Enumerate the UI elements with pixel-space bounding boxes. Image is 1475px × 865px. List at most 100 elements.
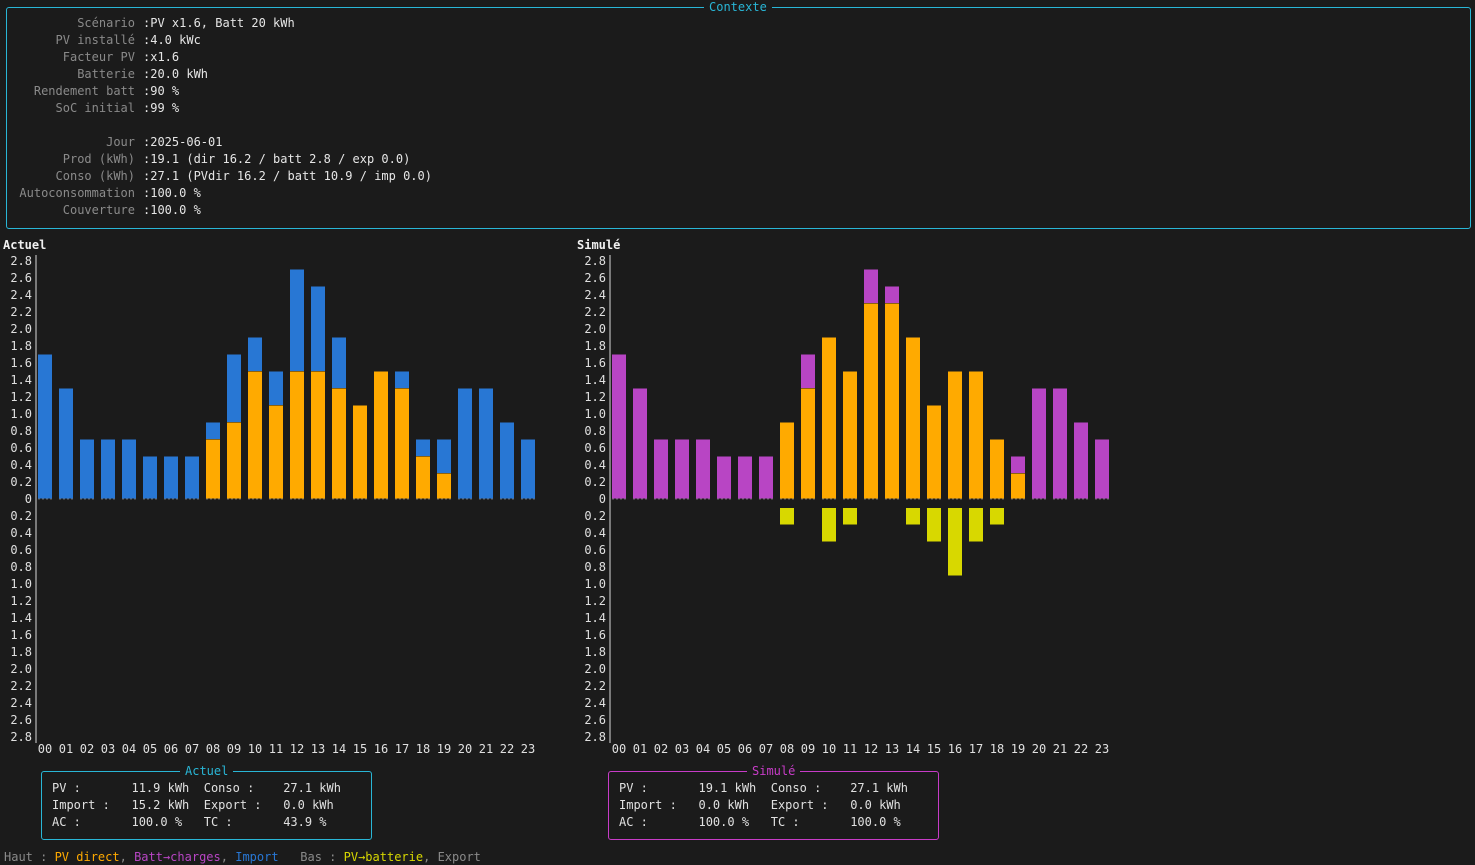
y-tick-label: 1.0 bbox=[10, 577, 32, 591]
bar-import bbox=[479, 388, 493, 499]
y-tick-label: 2.4 bbox=[584, 696, 606, 710]
y-tick-label: 0.8 bbox=[10, 424, 32, 438]
y-tick-label: 2.2 bbox=[584, 305, 606, 319]
context-value: :20.0 kWh bbox=[143, 67, 209, 81]
y-tick-label: 2.6 bbox=[584, 713, 606, 727]
summary-simule-line2: Import : 0.0 kWh Export : 0.0 kWh bbox=[619, 798, 901, 812]
bar-pv-direct bbox=[801, 388, 815, 499]
x-tick-label: 20 bbox=[1032, 742, 1046, 756]
x-tick-label: 11 bbox=[843, 742, 857, 756]
bar-pv-batterie bbox=[843, 508, 857, 525]
x-tick-label: 00 bbox=[38, 742, 52, 756]
y-tick-label: 1.4 bbox=[584, 373, 606, 387]
bar-import bbox=[416, 439, 430, 456]
context-label: Facteur PV bbox=[62, 50, 135, 64]
bar-batt-charges bbox=[1011, 456, 1025, 473]
context-label: SoC initial bbox=[55, 101, 135, 115]
y-tick-label: 1.6 bbox=[10, 628, 32, 642]
legend-separator: , bbox=[220, 850, 236, 864]
bar-batt-charges bbox=[885, 286, 899, 303]
bar-batt-charges bbox=[675, 439, 689, 499]
context-label: Autoconsommation bbox=[19, 186, 135, 200]
summary-simule-line1: PV : 19.1 kWh Conso : 27.1 kWh bbox=[619, 781, 908, 795]
y-tick-label: 1.8 bbox=[10, 339, 32, 353]
bar-batt-charges bbox=[864, 269, 878, 303]
x-tick-label: 07 bbox=[759, 742, 773, 756]
y-tick-label: 1.2 bbox=[584, 390, 606, 404]
y-tick-label: 1.4 bbox=[10, 373, 32, 387]
y-tick-label: 2.2 bbox=[584, 679, 606, 693]
bar-pv-batterie bbox=[822, 508, 836, 542]
y-tick-label: 1.6 bbox=[10, 356, 32, 370]
bar-import bbox=[311, 286, 325, 371]
y-tick-label: 2.2 bbox=[10, 679, 32, 693]
y-tick-label: 0.4 bbox=[584, 526, 606, 540]
x-tick-label: 23 bbox=[521, 742, 535, 756]
legend-footer: Haut : PV direct, Batt→charges, Import B… bbox=[4, 849, 481, 865]
context-row: Scénario:PV x1.6, Batt 20 kWh bbox=[7, 15, 1470, 32]
y-tick-label: 0.8 bbox=[584, 424, 606, 438]
bar-pv-direct bbox=[864, 303, 878, 499]
y-tick-label: 0.2 bbox=[584, 509, 606, 523]
context-panel: Contexte Scénario:PV x1.6, Batt 20 kWh PV… bbox=[6, 0, 1471, 229]
bar-pv-direct bbox=[906, 337, 920, 499]
y-tick-label: 2.0 bbox=[584, 662, 606, 676]
bar-pv-direct bbox=[927, 405, 941, 499]
y-tick-label: 1.8 bbox=[10, 645, 32, 659]
x-tick-label: 17 bbox=[969, 742, 983, 756]
y-tick-label: 2.0 bbox=[584, 322, 606, 336]
y-tick-label: 1.4 bbox=[10, 611, 32, 625]
x-tick-label: 05 bbox=[717, 742, 731, 756]
bar-pv-direct bbox=[990, 439, 1004, 499]
context-label: Batterie bbox=[77, 67, 135, 81]
bar-import bbox=[143, 456, 157, 499]
y-tick-label: 1.8 bbox=[584, 645, 606, 659]
context-value: :19.1 (dir 16.2 / batt 2.8 / exp 0.0) bbox=[143, 152, 411, 166]
y-tick-label: 2.6 bbox=[10, 271, 32, 285]
context-label: Prod (kWh) bbox=[62, 152, 135, 166]
context-row: Batterie :20.0 kWh bbox=[7, 66, 1470, 83]
x-tick-label: 15 bbox=[353, 742, 367, 756]
y-tick-label: 0.8 bbox=[584, 560, 606, 574]
bar-pv-direct bbox=[416, 456, 430, 499]
bar-batt-charges bbox=[654, 439, 668, 499]
context-label: Couverture bbox=[62, 203, 135, 217]
chart-actuel: 2.8 2.6 2.4 2.2 2.0 1.8 1.6 1.4 1.2 1.0 0.8 0.6 0.4 0… bbox=[10, 254, 535, 756]
y-tick-label: 1.2 bbox=[584, 594, 606, 608]
x-tick-label: 00 bbox=[612, 742, 626, 756]
bar-batt-charges bbox=[1032, 388, 1046, 499]
bar-pv-direct bbox=[1011, 473, 1025, 499]
bar-pv-direct bbox=[332, 388, 346, 499]
context-row: Autoconsommation:100.0 % bbox=[7, 185, 1470, 202]
context-label: Rendement batt bbox=[33, 84, 135, 98]
bar-batt-charges bbox=[1053, 388, 1067, 499]
bar-pv-batterie bbox=[990, 508, 1004, 525]
context-row: Prod (kWh) :19.1 (dir 16.2 / batt 2.8 / e… bbox=[7, 151, 1470, 168]
x-tick-label: 17 bbox=[395, 742, 409, 756]
bar-batt-charges bbox=[1074, 422, 1088, 499]
legend-export: Export bbox=[437, 850, 481, 864]
x-tick-label: 16 bbox=[948, 742, 962, 756]
bar-pv-batterie bbox=[969, 508, 983, 542]
bar-import bbox=[122, 439, 136, 499]
x-tick-label: 18 bbox=[416, 742, 430, 756]
x-tick-label: 20 bbox=[458, 742, 472, 756]
x-tick-label: 04 bbox=[696, 742, 710, 756]
y-tick-label: 2.8 bbox=[10, 254, 32, 268]
y-tick-label: 1.0 bbox=[10, 407, 32, 421]
x-tick-label: 23 bbox=[1095, 742, 1109, 756]
bar-import bbox=[206, 422, 220, 439]
x-tick-label: 22 bbox=[500, 742, 514, 756]
y-tick-label: 0.2 bbox=[10, 475, 32, 489]
bar-pv-direct bbox=[780, 422, 794, 499]
bar-pv-direct bbox=[437, 473, 451, 499]
x-tick-label: 12 bbox=[864, 742, 878, 756]
chart-title-simule: Simulé bbox=[577, 238, 621, 252]
y-tick-label: 0.8 bbox=[10, 560, 32, 574]
x-tick-label: 12 bbox=[290, 742, 304, 756]
bar-import bbox=[80, 439, 94, 499]
y-tick-label: 2.8 bbox=[584, 254, 606, 268]
context-row bbox=[7, 117, 1470, 134]
x-tick-label: 21 bbox=[1053, 742, 1067, 756]
context-row: Jour:2025-06-01 bbox=[7, 134, 1470, 151]
